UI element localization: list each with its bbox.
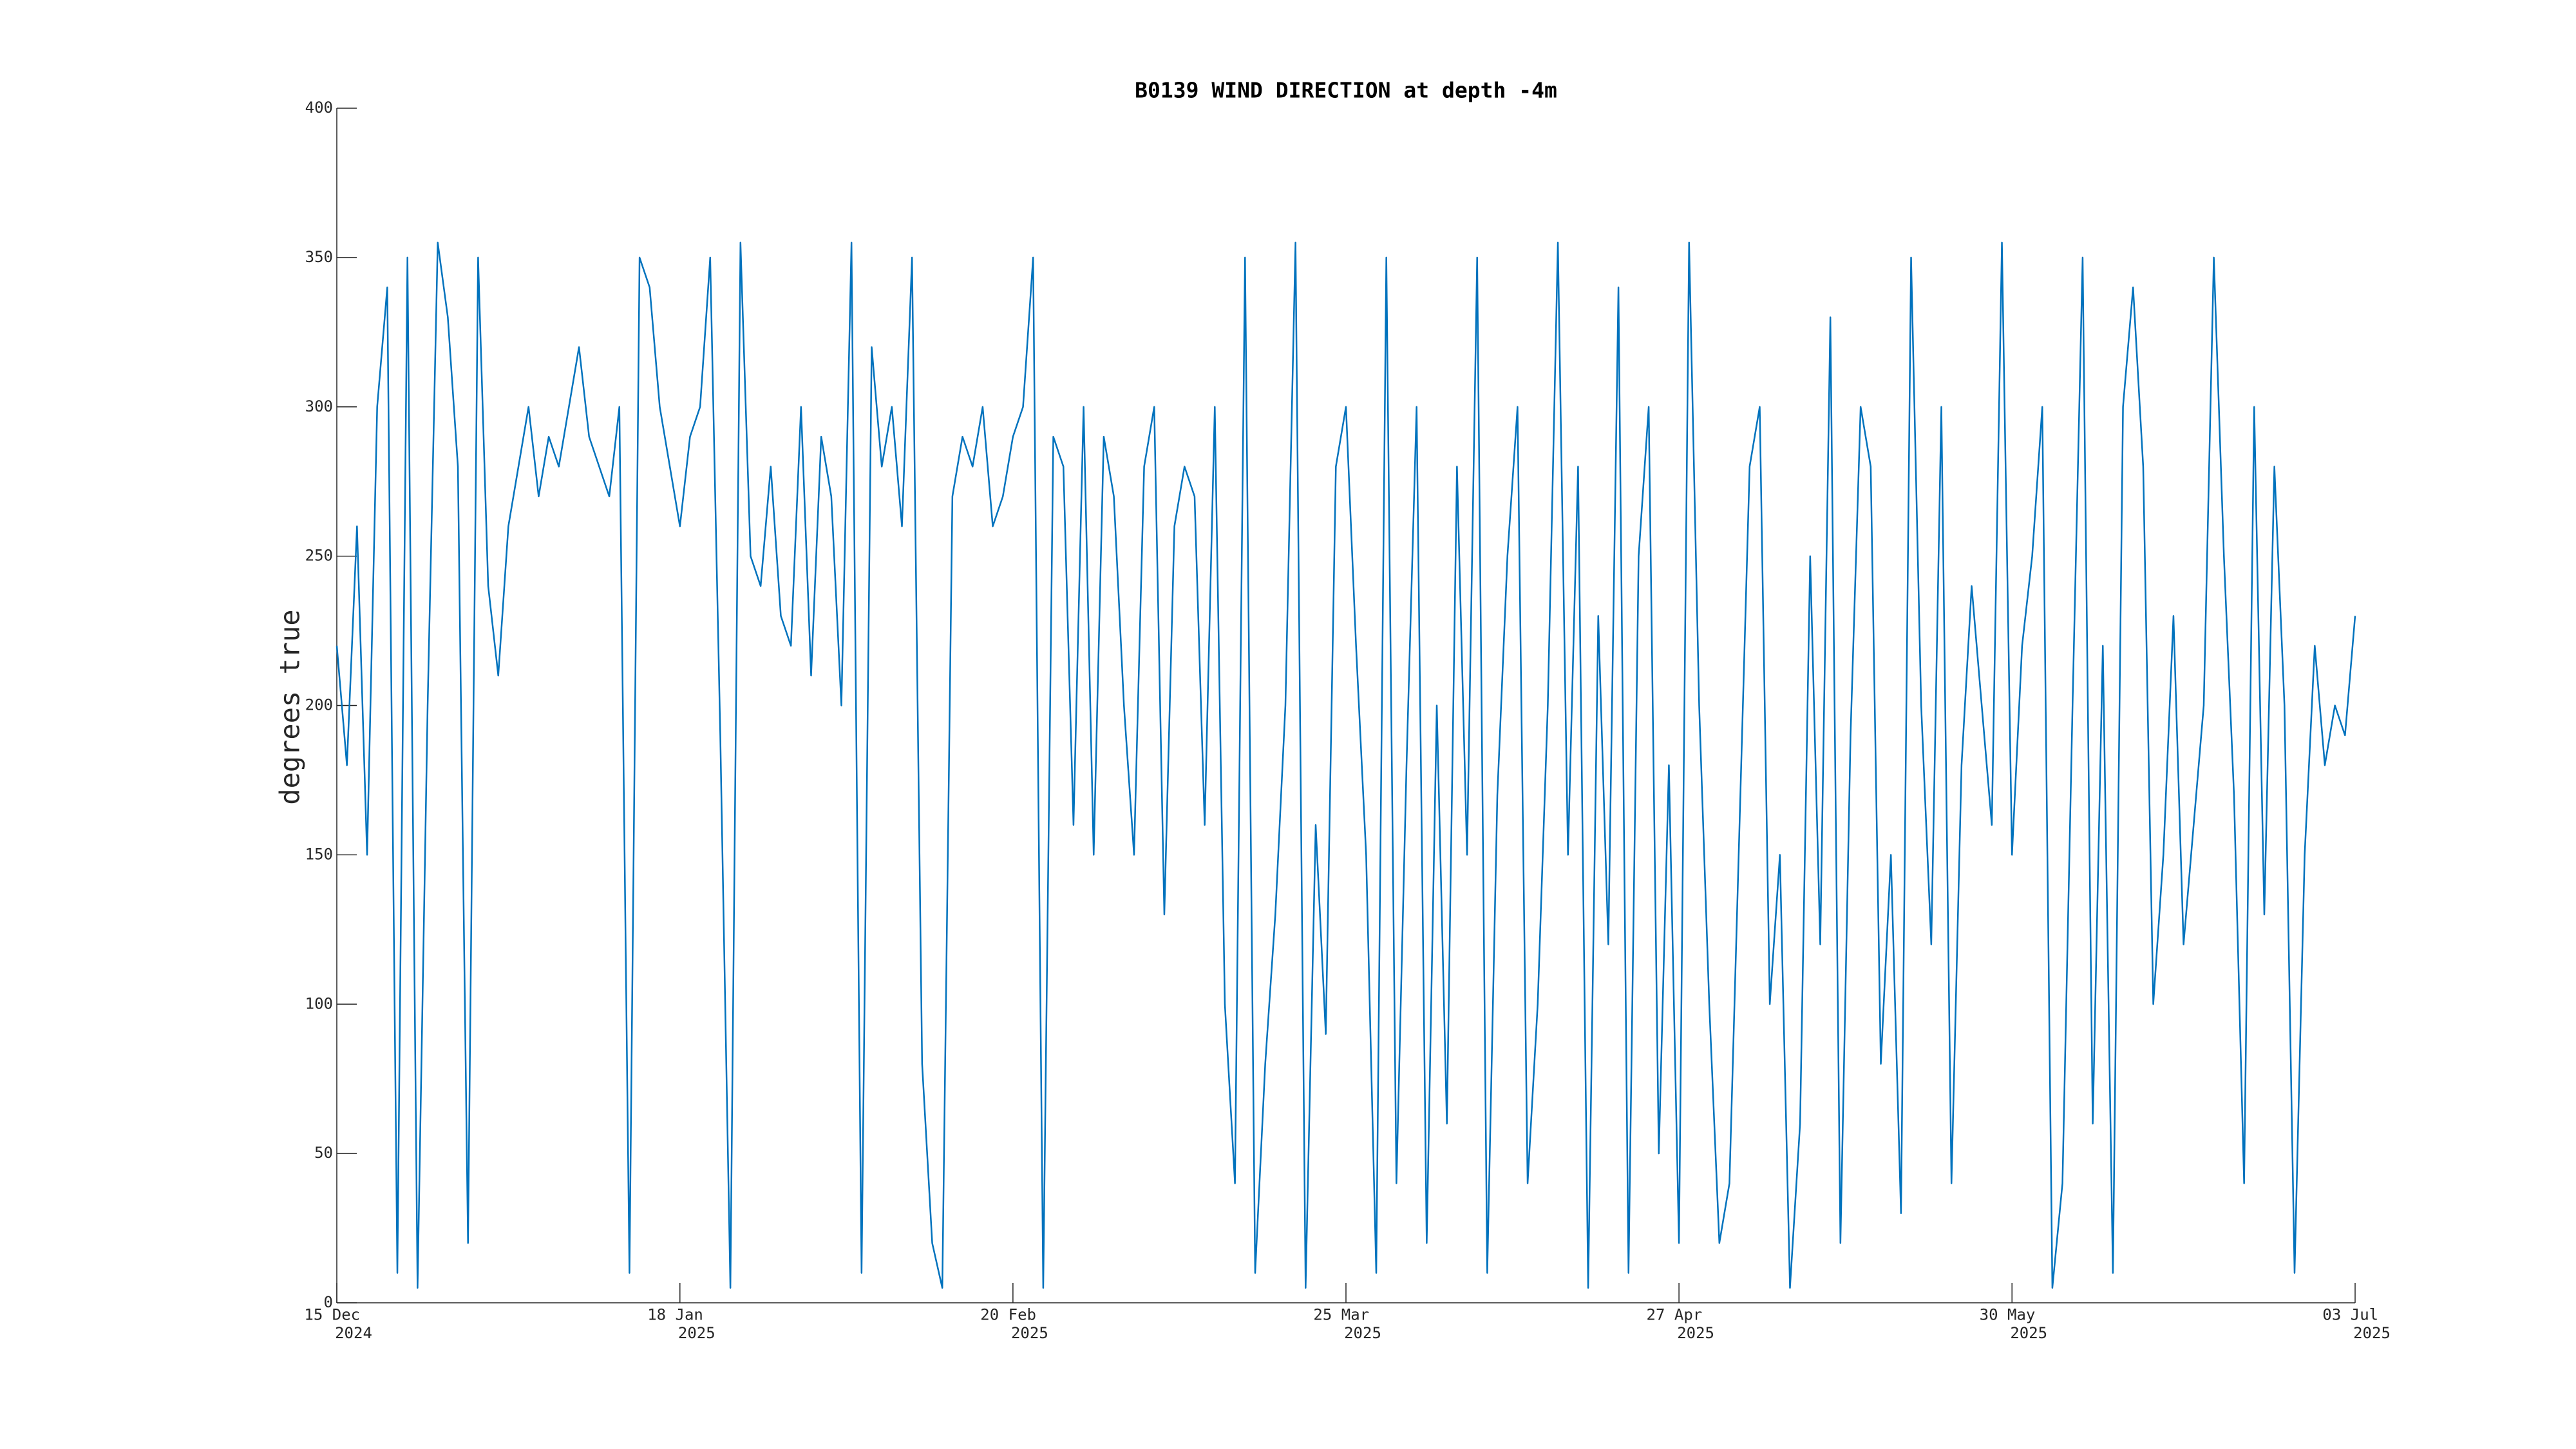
y-tick-label: 250: [305, 547, 333, 565]
x-tick-label: 20 Feb 2025: [980, 1305, 1048, 1342]
chart-title: B0139 WIND DIRECTION at depth -4m: [1135, 78, 1557, 103]
data-line: [336, 242, 2356, 1289]
y-tick-label: 150: [305, 845, 333, 863]
y-tick-label: 350: [305, 248, 333, 266]
x-tick-label: 30 May 2025: [1980, 1305, 2047, 1342]
x-tick-label: 15 Dec 2024: [304, 1305, 372, 1342]
x-tick-label: 27 Apr 2025: [1647, 1305, 1714, 1342]
y-tick-label: 200: [305, 696, 333, 714]
y-tick-label: 100: [305, 994, 333, 1012]
y-tick-label: 50: [314, 1144, 333, 1162]
y-tick-label: 300: [305, 397, 333, 415]
x-tick-label: 25 Mar 2025: [1313, 1305, 1381, 1342]
x-tick-label: 03 Jul 2025: [2322, 1305, 2390, 1342]
y-tick-label: 0: [324, 1293, 333, 1311]
x-tick-label: 18 Jan 2025: [647, 1305, 715, 1342]
y-axis-label: degrees true: [274, 609, 306, 804]
y-tick-label: 400: [305, 99, 333, 117]
